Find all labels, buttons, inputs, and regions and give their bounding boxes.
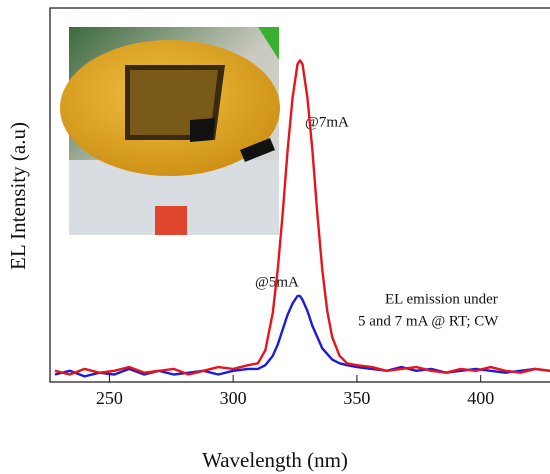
x-tick-label: 300 [220,388,247,408]
x-axis-label: Wavelength (nm) [202,448,348,472]
y-axis-label: EL Intensity (a.u) [6,122,30,270]
chart: Wavelength (nm) EL Intensity (a.u) @7mA … [0,0,550,474]
x-tick-label: 350 [343,388,370,408]
annotation: EL emission under [385,291,498,307]
annotation: 5 and 7 mA @ RT; CW [358,313,499,329]
x-tick-label: 400 [467,388,494,408]
data-line [55,296,550,376]
x-tick-label: 250 [96,388,123,408]
inset-photo [60,27,280,235]
series-label: @7mA [305,114,349,130]
